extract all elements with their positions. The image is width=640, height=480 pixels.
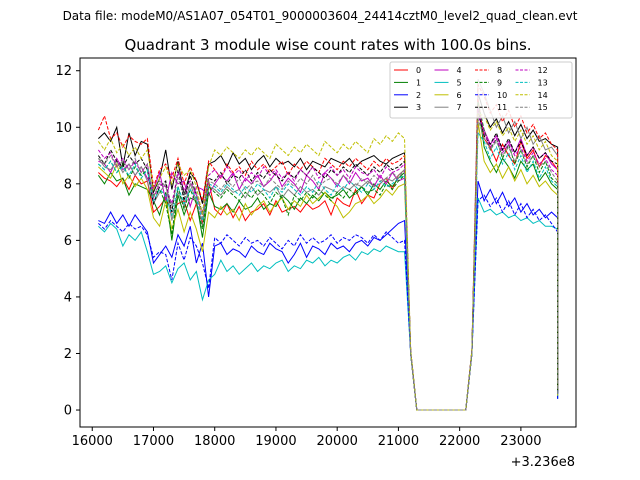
legend-label-4: 4 — [457, 66, 462, 75]
plot-frame — [79, 57, 577, 428]
x-axis: 16000 17000 18000 19000 20000 21000 22000 23000 — [72, 427, 542, 449]
x-tick-label: 23000 — [500, 434, 541, 449]
legend-label-5: 5 — [457, 78, 462, 87]
legend-label-14: 14 — [538, 91, 548, 100]
legend-label-2: 2 — [416, 91, 421, 100]
legend-label-13: 13 — [538, 78, 548, 87]
y-tick-label: 8 — [64, 177, 72, 192]
series-line-5 — [98, 197, 559, 411]
legend-label-9: 9 — [497, 78, 502, 87]
series-layer — [97, 79, 559, 411]
legend-label-6: 6 — [457, 91, 462, 100]
y-tick-label: 12 — [55, 64, 72, 79]
legend-label-12: 12 — [538, 66, 548, 75]
series-line-15 — [98, 118, 559, 411]
series-line-4 — [98, 115, 559, 411]
series-line-2 — [98, 180, 559, 411]
y-axis: 0 2 4 6 8 10 12 — [55, 64, 80, 419]
legend-label-8: 8 — [497, 66, 502, 75]
legend-label-1: 1 — [416, 78, 421, 87]
series-line-1 — [97, 104, 559, 411]
legend-box — [389, 61, 573, 119]
x-tick-label: 18000 — [194, 434, 235, 449]
series-line-12 — [97, 107, 559, 411]
y-tick-label: 2 — [64, 347, 72, 362]
x-tick-label: 22000 — [439, 434, 480, 449]
series-line-10 — [98, 194, 559, 411]
suptitle: Data file: modeM0/AS1A07_054T01_90000036… — [63, 9, 578, 23]
legend-label-0: 0 — [416, 66, 421, 75]
y-tick-label: 6 — [64, 234, 72, 249]
x-tick-label: 20000 — [317, 434, 358, 449]
legend-label-11: 11 — [497, 103, 507, 112]
series-line-8 — [97, 82, 559, 411]
x-offset-label: +3.236e8 — [511, 455, 575, 470]
x-tick-label: 19000 — [255, 434, 296, 449]
legend-label-7: 7 — [457, 103, 462, 112]
y-tick-label: 4 — [64, 290, 72, 305]
series-line-14 — [97, 112, 559, 411]
series-line-13 — [98, 131, 559, 411]
legend-label-15: 15 — [538, 103, 548, 112]
chart-title: Quadrant 3 module wise count rates with … — [124, 36, 531, 54]
y-tick-label: 0 — [64, 404, 72, 419]
series-line-9 — [98, 101, 559, 411]
y-tick-label: 10 — [55, 121, 72, 136]
x-tick-label: 21000 — [378, 434, 419, 449]
x-tick-label: 17000 — [133, 434, 174, 449]
legend-label-3: 3 — [416, 103, 421, 112]
x-tick-label: 16000 — [72, 434, 113, 449]
legend-label-10: 10 — [497, 91, 507, 100]
